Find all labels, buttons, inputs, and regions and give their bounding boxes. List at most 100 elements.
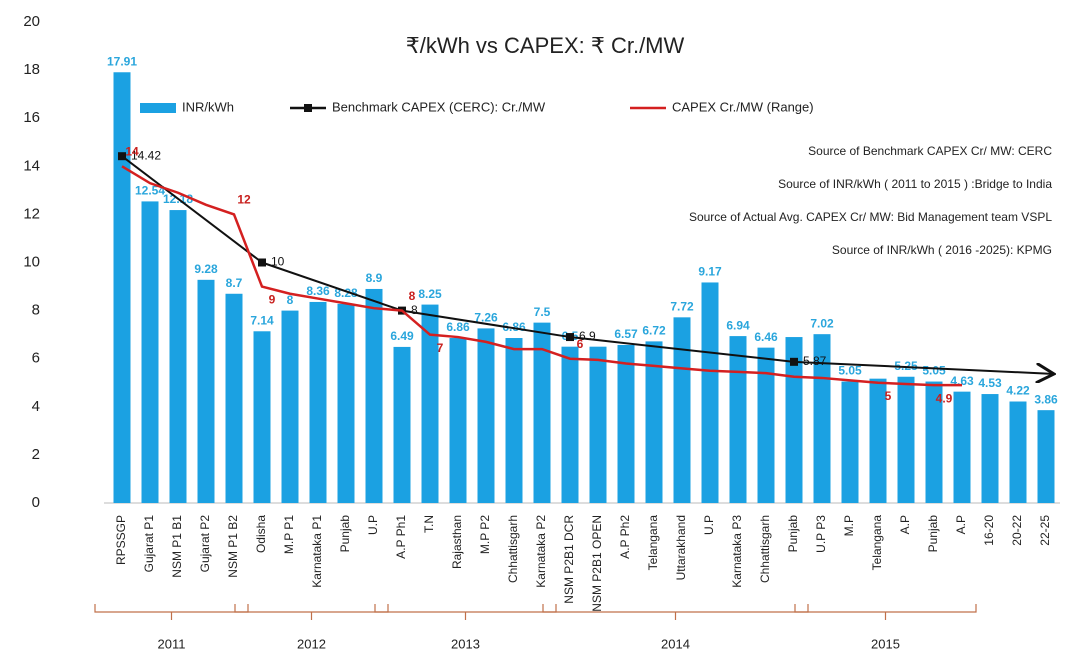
bar bbox=[673, 317, 691, 503]
value-label: 12 bbox=[237, 193, 251, 207]
x-tick-label: Gujarat P1 bbox=[142, 515, 156, 573]
note: Source of Actual Avg. CAPEX Cr/ MW: Bid … bbox=[689, 210, 1052, 224]
value-label: 8 bbox=[411, 303, 418, 317]
bar bbox=[197, 279, 215, 503]
value-label: 7.5 bbox=[534, 305, 551, 319]
y-tick-label: 0 bbox=[32, 494, 40, 511]
x-tick-label: U.P bbox=[366, 515, 380, 535]
marker bbox=[258, 258, 266, 267]
x-tick-label: Rajasthan bbox=[450, 515, 464, 569]
year-bracket bbox=[234, 604, 389, 620]
bar bbox=[1037, 410, 1055, 503]
value-label: 5.25 bbox=[894, 359, 918, 373]
bar bbox=[869, 378, 887, 503]
value-label: 8.36 bbox=[306, 284, 330, 298]
bar bbox=[309, 301, 327, 503]
year-label: 2013 bbox=[451, 636, 480, 651]
x-tick-label: NSM P1 B1 bbox=[170, 515, 184, 578]
x-tick-label: NSM P2B1 DCR bbox=[562, 515, 576, 604]
line-segment bbox=[261, 261, 403, 312]
value-label: 9.17 bbox=[698, 265, 722, 279]
value-label: 8.9 bbox=[366, 271, 383, 285]
value-label: 8 bbox=[287, 293, 294, 307]
x-tick-label: Punjab bbox=[786, 515, 800, 553]
value-label: 6.72 bbox=[642, 324, 666, 338]
bar bbox=[561, 346, 579, 503]
bar bbox=[729, 336, 747, 503]
bar bbox=[477, 328, 495, 503]
bar bbox=[533, 322, 551, 503]
y-tick-label: 18 bbox=[23, 61, 40, 78]
y-tick-label: 12 bbox=[23, 205, 40, 222]
value-label: 14 bbox=[125, 144, 139, 158]
bar bbox=[281, 310, 299, 503]
value-label: 6.46 bbox=[754, 330, 778, 344]
y-tick-label: 16 bbox=[23, 109, 40, 126]
x-tick-label: Chhattisgarh bbox=[506, 515, 520, 583]
year-bracket bbox=[794, 604, 977, 620]
value-label: 9.28 bbox=[194, 262, 218, 276]
x-tick-label: 22-25 bbox=[1038, 515, 1052, 546]
bar bbox=[953, 391, 971, 503]
x-tick-label: T.N bbox=[422, 515, 436, 533]
bar bbox=[505, 338, 523, 503]
value-label: 8.25 bbox=[418, 287, 442, 301]
x-tick-label: Chhattisgarh bbox=[758, 515, 772, 583]
value-label: 6 bbox=[577, 337, 584, 351]
x-tick-label: Telangana bbox=[646, 515, 660, 571]
trend-arrow bbox=[793, 360, 1052, 374]
bar bbox=[981, 394, 999, 503]
line-segment bbox=[401, 309, 571, 339]
x-tick-label: M.P bbox=[842, 515, 856, 536]
value-label: 7.72 bbox=[670, 300, 694, 314]
bar bbox=[421, 304, 439, 503]
bar bbox=[225, 293, 243, 503]
value-label: 5.05 bbox=[838, 364, 862, 378]
value-label: 5.87 bbox=[803, 354, 827, 368]
note: Source of Benchmark CAPEX Cr/ MW: CERC bbox=[808, 144, 1052, 158]
bar bbox=[925, 381, 943, 503]
x-tick-label: 16-20 bbox=[982, 515, 996, 546]
bar bbox=[813, 334, 831, 503]
y-tick-label: 14 bbox=[23, 157, 40, 174]
value-label: 7.14 bbox=[250, 313, 274, 327]
legend-swatch bbox=[140, 103, 176, 113]
x-tick-label: 20-22 bbox=[1010, 515, 1024, 546]
legend-label: Benchmark CAPEX (CERC): Cr./MW bbox=[332, 99, 546, 114]
legend-swatch bbox=[304, 104, 312, 112]
bar bbox=[841, 381, 859, 503]
year-bracket bbox=[94, 604, 249, 620]
legend-label: CAPEX Cr./MW (Range) bbox=[672, 99, 814, 114]
value-label: 6.86 bbox=[502, 320, 526, 334]
value-label: 4.53 bbox=[978, 376, 1002, 390]
bar bbox=[393, 346, 411, 503]
x-tick-label: A.P Ph2 bbox=[618, 515, 632, 559]
bar bbox=[785, 337, 803, 503]
bar bbox=[337, 303, 355, 503]
bar bbox=[617, 344, 635, 503]
line-segment bbox=[121, 155, 263, 264]
marker bbox=[790, 357, 798, 366]
value-label: 7.26 bbox=[474, 311, 498, 325]
value-label: 6.57 bbox=[614, 327, 638, 341]
x-tick-label: Uttarakhand bbox=[674, 515, 688, 580]
x-tick-label: A.P Ph1 bbox=[394, 515, 408, 559]
marker bbox=[118, 152, 126, 161]
year-bracket bbox=[542, 604, 809, 620]
y-tick-label: 20 bbox=[23, 13, 40, 30]
year-label: 2011 bbox=[158, 636, 186, 651]
value-label: 10 bbox=[271, 255, 285, 269]
value-label: 6.86 bbox=[446, 320, 470, 334]
bar bbox=[1009, 401, 1027, 503]
x-tick-label: M.P P1 bbox=[282, 515, 296, 554]
year-label: 2014 bbox=[661, 636, 690, 651]
value-label: 14.42 bbox=[131, 148, 161, 162]
x-tick-label: U.P bbox=[702, 515, 716, 535]
legend-label: INR/kWh bbox=[182, 99, 234, 114]
value-label: 5.05 bbox=[922, 364, 946, 378]
year-bracket bbox=[374, 604, 557, 620]
note: Source of INR/kWh ( 2011 to 2015 ) :Brid… bbox=[778, 177, 1052, 191]
x-tick-label: A.P bbox=[898, 515, 912, 534]
value-label: 4.22 bbox=[1006, 384, 1030, 398]
x-tick-label: Punjab bbox=[926, 515, 940, 553]
